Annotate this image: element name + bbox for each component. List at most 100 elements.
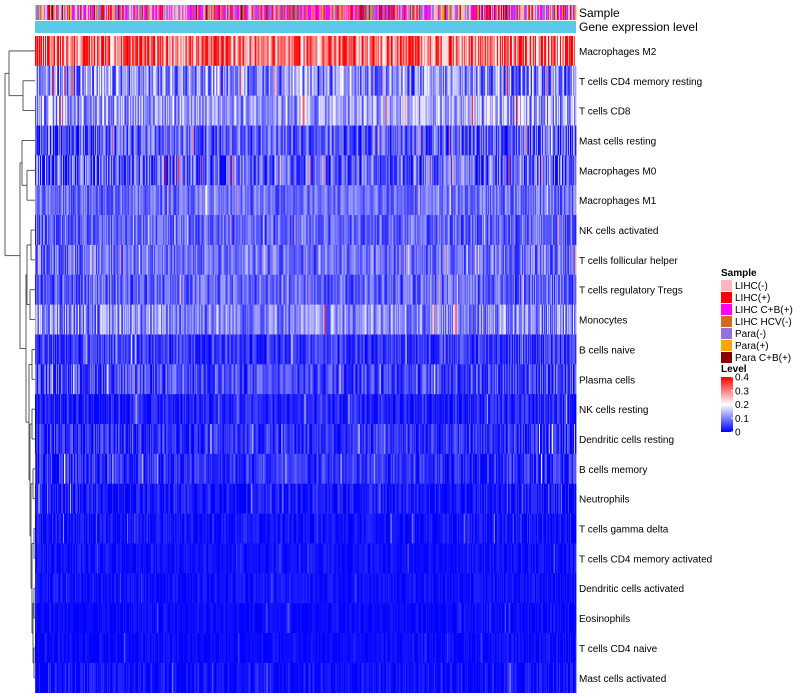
heatmap-cell (399, 65, 402, 96)
heatmap-cell (356, 185, 358, 216)
sample-annotation-cell (70, 5, 72, 20)
heatmap-cell (484, 95, 487, 126)
heatmap-cell (274, 36, 276, 67)
heatmap-cell (245, 185, 247, 216)
heatmap-cell (160, 215, 162, 246)
heatmap-cell (265, 65, 267, 96)
heatmap-cell (453, 36, 456, 67)
heatmap-cell (247, 65, 249, 96)
heatmap-cell (227, 95, 229, 126)
heatmap-cell (67, 274, 69, 305)
heatmap-cell (364, 215, 367, 246)
heatmap-cell (411, 125, 414, 156)
heatmap-cell (222, 215, 224, 246)
sample-annotation-cell (475, 5, 478, 20)
heatmap-cell (202, 125, 204, 156)
heatmap-cell (537, 244, 540, 276)
heatmap-cell (151, 244, 153, 276)
heatmap-cell (84, 215, 86, 246)
sample-annotation-cell (271, 5, 273, 20)
heatmap-cell (100, 185, 102, 216)
heatmap-cell (314, 65, 316, 96)
heatmap-cell (200, 65, 202, 96)
heatmap-cell (460, 125, 463, 156)
heatmap-cell (356, 215, 358, 246)
heatmap-cell (493, 155, 496, 186)
heatmap-cell (57, 215, 59, 246)
heatmap-cell (40, 185, 42, 216)
heatmap-cell (47, 185, 49, 216)
heatmap-cell (502, 215, 505, 246)
heatmap-cell (549, 36, 552, 67)
heatmap-cell (470, 95, 473, 126)
heatmap-cell (515, 36, 518, 67)
heatmap-cell (220, 36, 222, 67)
heatmap-cell (526, 244, 529, 276)
sample-annotation-cell (434, 5, 437, 20)
heatmap-cell (186, 244, 188, 276)
heatmap-cell (62, 155, 64, 186)
heatmap-cell (60, 155, 62, 186)
heatmap-cell (254, 215, 256, 246)
heatmap-cell (263, 155, 265, 186)
sample-annotation-cell (205, 5, 207, 20)
heatmap-cell (468, 125, 471, 156)
heatmap-cell (391, 65, 394, 96)
heatmap-cell (198, 125, 200, 156)
heatmap-cell (308, 125, 310, 156)
heatmap-cell (492, 215, 495, 246)
heatmap-cell (446, 125, 449, 156)
heatmap-cell (421, 215, 424, 246)
heatmap-cell (48, 155, 50, 186)
heatmap-cell (397, 244, 400, 276)
heatmap-cell (428, 65, 431, 96)
heatmap-cell (181, 155, 183, 186)
heatmap-cell (338, 155, 340, 186)
heatmap-cell (288, 215, 290, 246)
heatmap-cell (188, 95, 190, 126)
heatmap-cell (355, 65, 357, 96)
heatmap-cell (76, 36, 78, 67)
heatmap-cell (322, 215, 324, 246)
heatmap-cell (344, 215, 346, 246)
heatmap-cell (485, 244, 488, 276)
heatmap-cell (527, 65, 530, 96)
heatmap-cell (338, 215, 340, 246)
heatmap-cell (551, 155, 554, 186)
heatmap-cell (366, 65, 369, 96)
heatmap-cell (71, 274, 73, 305)
heatmap-cell (130, 244, 132, 276)
heatmap-cell (361, 36, 364, 67)
heatmap-cell (525, 95, 528, 126)
heatmap-cell (308, 36, 310, 67)
sample-annotation-cell (165, 5, 167, 20)
sample-annotation-cell (110, 5, 112, 20)
heatmap-cell (274, 125, 276, 156)
heatmap-cell (300, 215, 302, 246)
heatmap-cell (82, 65, 84, 96)
heatmap-cell (307, 65, 309, 96)
heatmap-cell (316, 185, 318, 216)
heatmap-cell (519, 36, 522, 67)
heatmap-cell (142, 36, 144, 67)
heatmap-cell (350, 155, 352, 186)
sample-annotation-cell (80, 5, 82, 20)
heatmap-cell (337, 95, 339, 126)
heatmap-cell (236, 244, 238, 276)
sample-annotation-cell (307, 5, 309, 20)
heatmap-cell (239, 95, 241, 126)
heatmap-cell (474, 95, 477, 126)
heatmap-cell (449, 244, 452, 276)
heatmap-cell (393, 185, 396, 216)
heatmap-cell (573, 95, 576, 126)
heatmap-cell (255, 65, 257, 96)
heatmap-cell (83, 125, 85, 156)
heatmap-cell (225, 125, 227, 156)
sample-annotation-cell (430, 5, 433, 20)
heatmap-cell (41, 65, 43, 96)
sample-annotation-cell (408, 5, 411, 20)
heatmap-cell (556, 185, 559, 216)
heatmap-cell (256, 125, 258, 156)
heatmap-cell (180, 155, 182, 186)
heatmap-cell (103, 155, 105, 186)
